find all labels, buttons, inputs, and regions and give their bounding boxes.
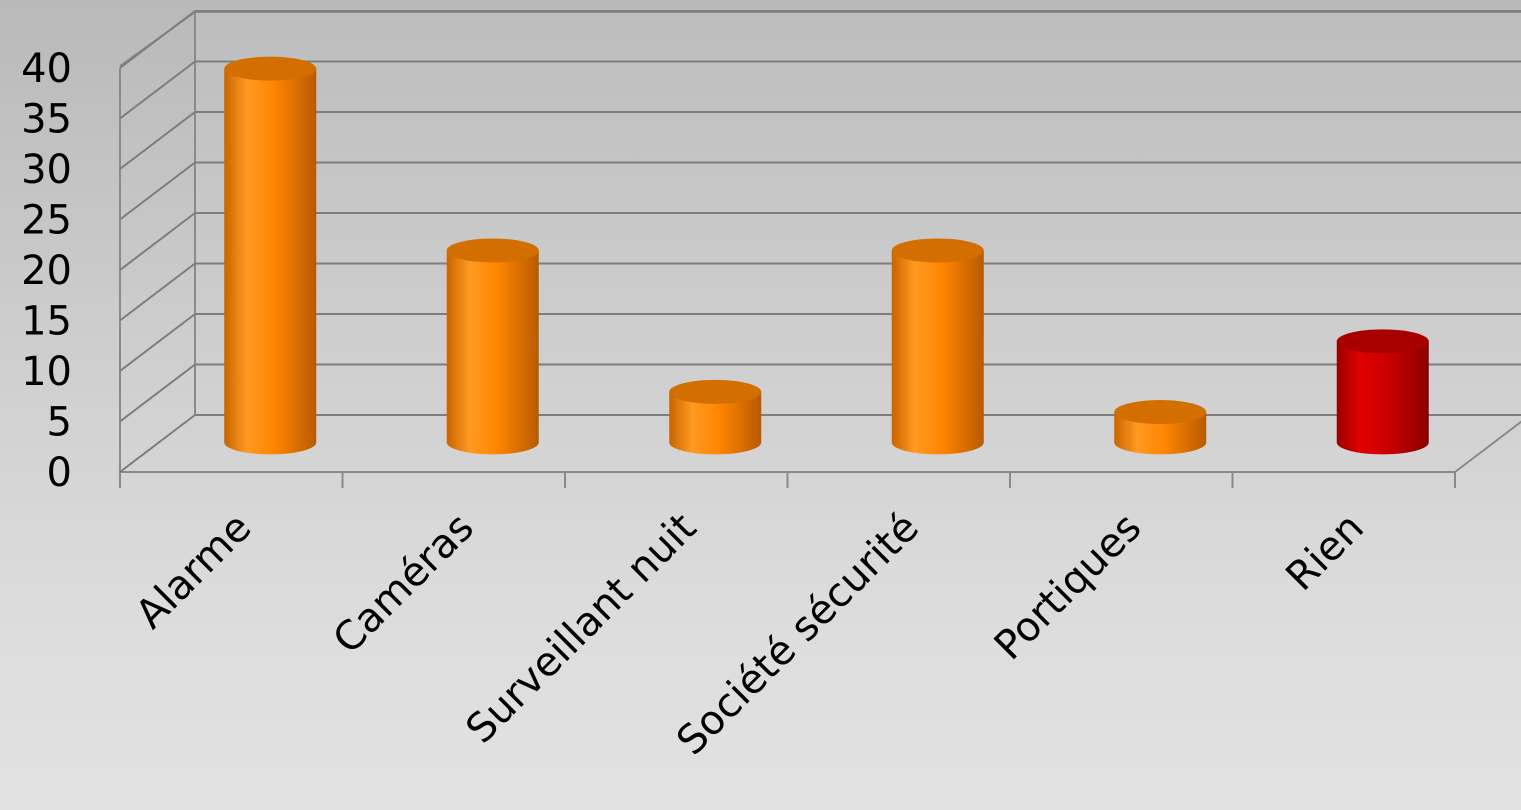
bar-3 [891,238,984,455]
gridline-side-0 [119,414,196,473]
bar-2 [669,379,762,455]
y-tick-label-4: 20 [21,248,72,294]
chart-grid [119,10,1521,473]
floor-right-edge [1454,420,1521,473]
gridline-side-4 [119,212,196,271]
bar-top-1 [446,238,539,263]
y-tick-label-2: 10 [21,349,72,395]
gridline-side-1 [119,363,196,423]
gridline-side-2 [119,313,196,372]
bar-body-5 [1336,341,1429,455]
x-category-label-3: Société sécurité [668,505,928,765]
x-category-label-1: Caméras [325,505,483,663]
gridline-side-8 [119,10,196,69]
bar-1 [446,238,539,455]
chart-bars [224,56,1429,455]
bar-top-5 [1336,329,1429,354]
bar-4 [1114,400,1207,455]
gridline-side-3 [119,262,196,322]
gridline-side-6 [119,111,196,170]
bar-body-1 [446,250,539,455]
bar-top-2 [669,379,762,404]
bar-0 [224,56,317,455]
bar-5 [1336,329,1429,455]
y-tick-label-8: 40 [21,46,72,92]
bar-body-0 [224,68,317,455]
bar-body-4 [1114,412,1207,455]
bar-body-2 [669,391,762,455]
gridline-side-7 [119,60,196,120]
y-tick-label-6: 30 [21,147,72,193]
bar-top-4 [1114,400,1207,425]
y-tick-label-0: 0 [47,450,72,496]
x-category-label-2: Surveillant nuit [457,505,705,753]
chart-axes [119,11,1521,488]
bar-top-0 [224,56,317,81]
y-tick-label-5: 25 [21,198,72,244]
y-tick-label-1: 5 [47,400,72,446]
bar-body-3 [891,250,984,455]
y-tick-label-7: 35 [21,97,72,143]
y-tick-label-3: 15 [21,299,72,345]
gridline-side-5 [119,161,196,221]
x-category-label-0: Alarme [127,505,260,638]
x-category-label-5: Rien [1277,505,1372,600]
bar-top-3 [891,238,984,263]
x-category-label-4: Portiques [986,505,1150,669]
